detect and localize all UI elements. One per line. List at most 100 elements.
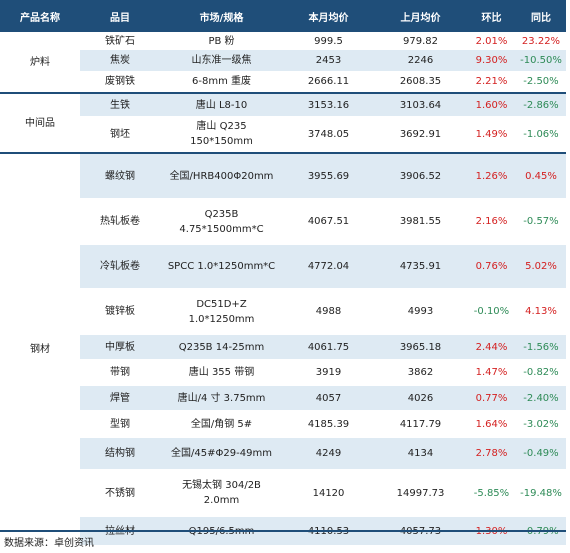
mom-change-cell: 2.44% (467, 335, 516, 359)
mom-change-cell: 9.30% (467, 50, 516, 71)
table-row: 带钢 唐山 355 带钢 3919 3862 1.47% -0.82% (0, 359, 566, 386)
mom-change-cell: 0.77% (467, 386, 516, 410)
header-this-month: 本月均价 (283, 0, 374, 32)
yoy-change-cell: -1.06% (516, 116, 566, 153)
yoy-change-cell: 0.45% (516, 152, 566, 198)
table-header: 产品名称 品目 市场/规格 本月均价 上月均价 环比 同比 (0, 0, 566, 32)
yoy-change-cell: -0.82% (516, 359, 566, 386)
last-month-price-cell: 4026 (374, 386, 467, 410)
this-month-price-cell: 2666.11 (283, 71, 374, 93)
mom-change-cell: 1.64% (467, 410, 516, 438)
table-row: 钢坯 唐山 Q235 150*150mm 3748.05 3692.91 1.49% -1… (0, 116, 566, 153)
item-cell: 钢坯 (80, 116, 160, 153)
yoy-change-cell: -2.40% (516, 386, 566, 410)
market-cell: DC51D+Z 1.0*1250mm (160, 288, 283, 335)
table-bottom-rule (0, 530, 566, 532)
item-cell: 镀锌板 (80, 288, 160, 335)
last-month-price-cell: 3906.52 (374, 152, 467, 198)
header-market: 市场/规格 (160, 0, 283, 32)
header-yoy: 同比 (516, 0, 566, 32)
last-month-price-cell: 979.82 (374, 32, 467, 50)
yoy-change-cell: -0.57% (516, 198, 566, 245)
last-month-price-cell: 2608.35 (374, 71, 467, 93)
market-cell: PB 粉 (160, 32, 283, 50)
mom-change-cell: 1.47% (467, 359, 516, 386)
last-month-price-cell: 3965.18 (374, 335, 467, 359)
market-cell: 唐山 355 带钢 (160, 359, 283, 386)
market-cell: 全国/角钢 5# (160, 410, 283, 438)
header-mom: 环比 (467, 0, 516, 32)
mom-change-cell: 1.60% (467, 92, 516, 116)
item-cell: 型钢 (80, 410, 160, 438)
last-month-price-cell: 4117.79 (374, 410, 467, 438)
yoy-change-cell: -3.02% (516, 410, 566, 438)
table-row: 镀锌板 DC51D+Z 1.0*1250mm 4988 4993 -0.10% 4.13% (0, 288, 566, 335)
last-month-price-cell: 4993 (374, 288, 467, 335)
mom-change-cell: 2.16% (467, 198, 516, 245)
this-month-price-cell: 4185.39 (283, 410, 374, 438)
market-cell: 山东准一级焦 (160, 50, 283, 71)
market-cell: Q235B 4.75*1500mm*C (160, 198, 283, 245)
market-cell: 全国/HRB400Φ20mm (160, 152, 283, 198)
yoy-change-cell: -0.49% (516, 438, 566, 469)
table-row: 冷轧板卷 SPCC 1.0*1250mm*C 4772.04 4735.91 0.76%… (0, 245, 566, 288)
last-month-price-cell: 3981.55 (374, 198, 467, 245)
this-month-price-cell: 4061.75 (283, 335, 374, 359)
table-row: 焊管 唐山/4 寸 3.75mm 4057 4026 0.77% -2.40% (0, 386, 566, 410)
category-cell: 炉料 (0, 32, 80, 93)
item-cell: 螺纹钢 (80, 152, 160, 198)
item-cell: 结构钢 (80, 438, 160, 469)
table-row: 焦炭 山东准一级焦 2453 2246 9.30% -10.50% (0, 50, 566, 71)
this-month-price-cell: 3748.05 (283, 116, 374, 153)
this-month-price-cell: 14120 (283, 469, 374, 517)
last-month-price-cell: 3103.64 (374, 92, 467, 116)
this-month-price-cell: 3955.69 (283, 152, 374, 198)
yoy-change-cell: 5.02% (516, 245, 566, 288)
this-month-price-cell: 2453 (283, 50, 374, 71)
this-month-price-cell: 4772.04 (283, 245, 374, 288)
item-cell: 生铁 (80, 92, 160, 116)
table-row: 炉料 铁矿石 PB 粉 999.5 979.82 2.01% 23.22% (0, 32, 566, 93)
mom-change-cell: 2.21% (467, 71, 516, 93)
yoy-change-cell: -19.48% (516, 469, 566, 517)
yoy-change-cell: 23.22% (516, 32, 566, 50)
item-cell: 中厚板 (80, 335, 160, 359)
table-row: 中厚板 Q235B 14-25mm 4061.75 3965.18 2.44% -1.56… (0, 335, 566, 359)
item-cell: 冷轧板卷 (80, 245, 160, 288)
table-row: 钢材 螺纹钢 全国/HRB400Φ20mm 3955.69 3906.52 1.26% 0.… (0, 152, 566, 545)
market-cell: 无锡太钢 304/2B 2.0mm (160, 469, 283, 517)
last-month-price-cell: 3862 (374, 359, 467, 386)
header-item: 品目 (80, 0, 160, 32)
this-month-price-cell: 3153.16 (283, 92, 374, 116)
last-month-price-cell: 3692.91 (374, 116, 467, 153)
header-category: 产品名称 (0, 0, 80, 32)
item-cell: 焦炭 (80, 50, 160, 71)
item-cell: 焊管 (80, 386, 160, 410)
item-cell: 铁矿石 (80, 32, 160, 50)
mom-change-cell: 2.78% (467, 438, 516, 469)
header-last-month: 上月均价 (374, 0, 467, 32)
table-row: 结构钢 全国/45#Φ29-49mm 4249 4134 2.78% -0.49% (0, 438, 566, 469)
yoy-change-cell: -10.50% (516, 50, 566, 71)
market-cell: 全国/45#Φ29-49mm (160, 438, 283, 469)
mom-change-cell: 1.49% (467, 116, 516, 153)
market-cell: 唐山 Q235 150*150mm (160, 116, 283, 153)
item-cell: 废钢铁 (80, 71, 160, 93)
mom-change-cell: 2.01% (467, 32, 516, 50)
table-body: 炉料 铁矿石 PB 粉 999.5 979.82 2.01% 23.22% 焦炭 山东准一级焦 2… (0, 32, 566, 545)
yoy-change-cell: -1.56% (516, 335, 566, 359)
last-month-price-cell: 4134 (374, 438, 467, 469)
last-month-price-cell: 4735.91 (374, 245, 467, 288)
table-row: 废钢铁 6-8mm 重废 2666.11 2608.35 2.21% -2.50% (0, 71, 566, 93)
this-month-price-cell: 999.5 (283, 32, 374, 50)
table-row: 热轧板卷 Q235B 4.75*1500mm*C 4067.51 3981.55 2.1… (0, 198, 566, 245)
this-month-price-cell: 4067.51 (283, 198, 374, 245)
mom-change-cell: -0.10% (467, 288, 516, 335)
market-cell: 唐山 L8-10 (160, 92, 283, 116)
last-month-price-cell: 2246 (374, 50, 467, 71)
last-month-price-cell: 14997.73 (374, 469, 467, 517)
table-row: 型钢 全国/角钢 5# 4185.39 4117.79 1.64% -3.02% (0, 410, 566, 438)
yoy-change-cell: 4.13% (516, 288, 566, 335)
